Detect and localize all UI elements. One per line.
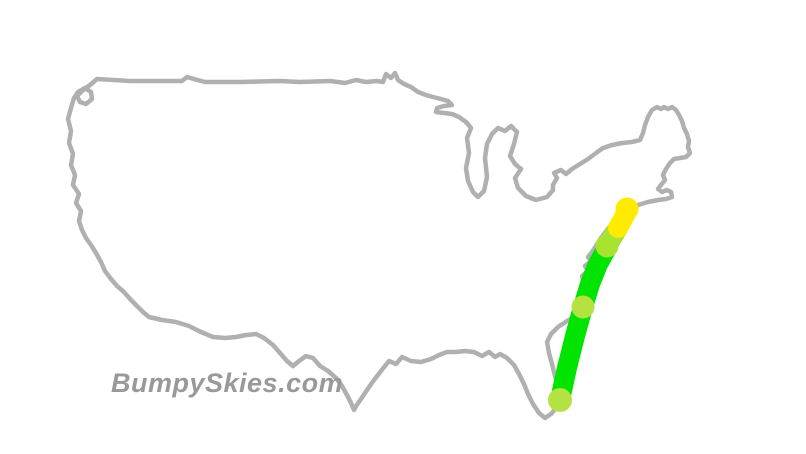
waypoint-mid (571, 295, 595, 319)
bumpyskies-watermark: BumpySkies.com (111, 368, 344, 398)
waypoint-origin (548, 388, 572, 412)
waypoint-transition (595, 234, 619, 258)
waypoint-destination (615, 197, 639, 221)
flight-route (548, 197, 639, 412)
